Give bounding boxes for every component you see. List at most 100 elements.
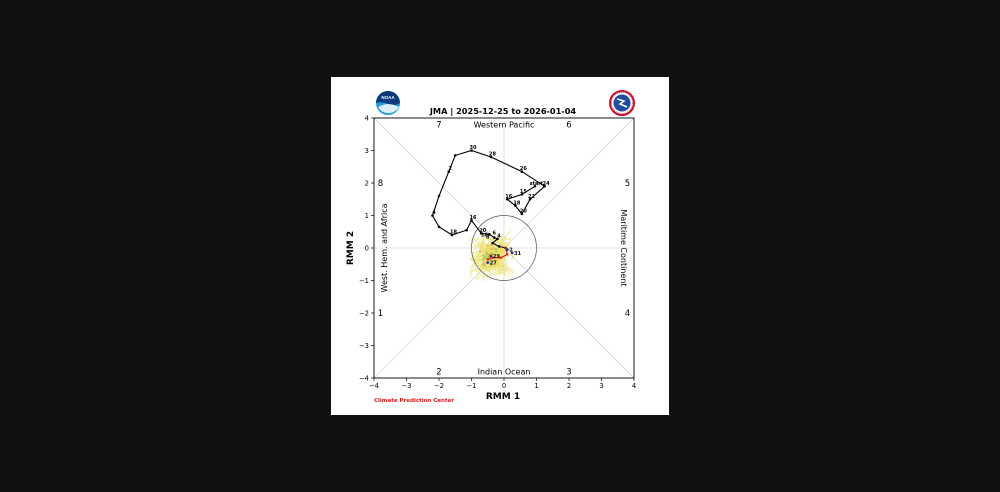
forecast-date-label: 31 [514, 251, 521, 257]
y-tick-label: 1 [365, 212, 369, 220]
ensemble-spread-dot [486, 244, 489, 247]
observed-date-label: 22 [528, 194, 535, 200]
observed-date-label: 4 [497, 233, 501, 239]
x-tick-label: 4 [632, 382, 636, 390]
y-tick-label: 2 [365, 179, 369, 187]
unit-circle [471, 215, 537, 281]
ensemble-spread-dot [489, 244, 493, 247]
forecast-date-label: 2 [509, 248, 513, 254]
observed-point [450, 233, 454, 237]
observed-point [479, 232, 483, 235]
observed-date-label: 20 [520, 208, 527, 214]
ensemble-spread-dot [478, 250, 482, 253]
observed-date-label: 15 [520, 189, 527, 195]
y-tick-label: 4 [365, 114, 369, 122]
forecast-mean-point [506, 253, 509, 256]
forecast-point [489, 254, 493, 258]
observed-date-label: 18 [513, 200, 520, 206]
y-tick-label: −4 [359, 374, 369, 382]
figure-panel: NOAA JMA | 2025-12-25 to 2026-01-04 −4 −3… [331, 77, 669, 415]
observed-point [520, 193, 524, 196]
observed-date-label: 26 [520, 166, 527, 172]
plot-area: −4 −3 −2 −1 0 1 2 3 4 −4 −3 −2 −1 0 1 2 3 4 1 2 3 4 5 6 7 8 Wester… [359, 114, 636, 390]
observed-point [453, 154, 457, 157]
phase-label: 4 [625, 309, 630, 319]
x-tick-label: −4 [369, 382, 379, 390]
x-tick-label: −3 [401, 382, 411, 390]
y-axis-label: RMM 2 [346, 231, 356, 265]
observed-point [505, 197, 509, 201]
observed-point [491, 241, 494, 245]
x-axis-label: RMM 1 [486, 392, 520, 402]
observed-date-label: 4 [432, 210, 436, 216]
observed-point [465, 228, 468, 232]
phase-label: 8 [378, 179, 383, 189]
ensemble-member-line [474, 241, 506, 276]
observed-point [488, 233, 491, 236]
observed-date-label: 18 [450, 230, 457, 236]
mjo-phase-diagram: NOAA JMA | 2025-12-25 to 2026-01-04 −4 −3… [346, 90, 636, 404]
observed-point [492, 236, 496, 239]
observed-date-label: 20 [479, 228, 486, 234]
observed-point [497, 245, 501, 248]
observed-point [496, 237, 499, 241]
y-tick-label: −3 [359, 342, 369, 350]
ensemble-spread-dot [481, 263, 484, 266]
ensemble-spread-dot [481, 258, 485, 261]
y-tick-label: 0 [365, 244, 369, 252]
x-tick-label: 1 [534, 382, 538, 390]
forecast-point [486, 261, 490, 265]
observed-point [533, 184, 537, 188]
x-tick-label: 0 [502, 382, 506, 390]
region-label-bottom: Indian Ocean [478, 368, 531, 377]
ensemble-spread-dot [487, 253, 491, 256]
observed-date-label: 10 [481, 233, 488, 239]
ensemble-spread-dot [494, 248, 497, 251]
phase-label: 7 [436, 121, 441, 131]
observed-point [447, 170, 451, 173]
observed-point [543, 184, 546, 188]
ensemble-member-line [473, 247, 506, 270]
chart-title: JMA | 2025-12-25 to 2026-01-04 [429, 106, 577, 116]
forecast-date-label: 29 [493, 254, 500, 260]
x-tick-label: −2 [434, 382, 444, 390]
observed-date-label: 24 [543, 181, 550, 187]
observed-point [431, 214, 434, 217]
ensemble-spread-dot [491, 247, 495, 250]
phase-label: 6 [566, 121, 571, 131]
phase-label: 1 [378, 309, 383, 319]
observed-point [520, 170, 524, 173]
ensemble-member-line [474, 239, 510, 271]
y-tick-label: −2 [359, 309, 369, 317]
observed-point [520, 212, 524, 216]
observed-point [470, 219, 473, 222]
forecast-mean-point [499, 256, 502, 259]
ensemble-spread-dot [485, 251, 488, 254]
phase-label: 2 [436, 368, 441, 378]
observed-point [528, 197, 532, 201]
forecast-point [505, 248, 509, 252]
observed-date-label: 2 [449, 166, 453, 172]
noaa-logo: NOAA [376, 91, 400, 115]
observed-date-label: 16 [470, 215, 477, 221]
ensemble-spread-dot [484, 256, 488, 260]
observed-date-label: 28 [489, 152, 496, 158]
ensemble-spread-dot [483, 261, 486, 264]
phase-label: 3 [566, 368, 571, 378]
observed-point [514, 204, 517, 208]
ensemble-spread-dot [489, 263, 492, 266]
y-tick-label: −1 [359, 277, 369, 285]
x-tick-label: 2 [567, 382, 571, 390]
observed-date-label: start [530, 181, 544, 187]
observed-point [437, 225, 441, 229]
observed-date-label: 8 [486, 234, 490, 240]
ensemble-spread-dot [487, 256, 491, 259]
ensemble-spread-dot [490, 252, 493, 255]
ensemble-spread-dot [492, 259, 495, 263]
observed-point [489, 155, 493, 159]
region-label-left: West. Hem. and Africa [380, 203, 389, 292]
region-label-top: Western Pacific [474, 121, 535, 130]
nws-logo [609, 90, 635, 116]
phase-label: 5 [625, 179, 630, 189]
observed-date-label: 30 [470, 145, 477, 151]
